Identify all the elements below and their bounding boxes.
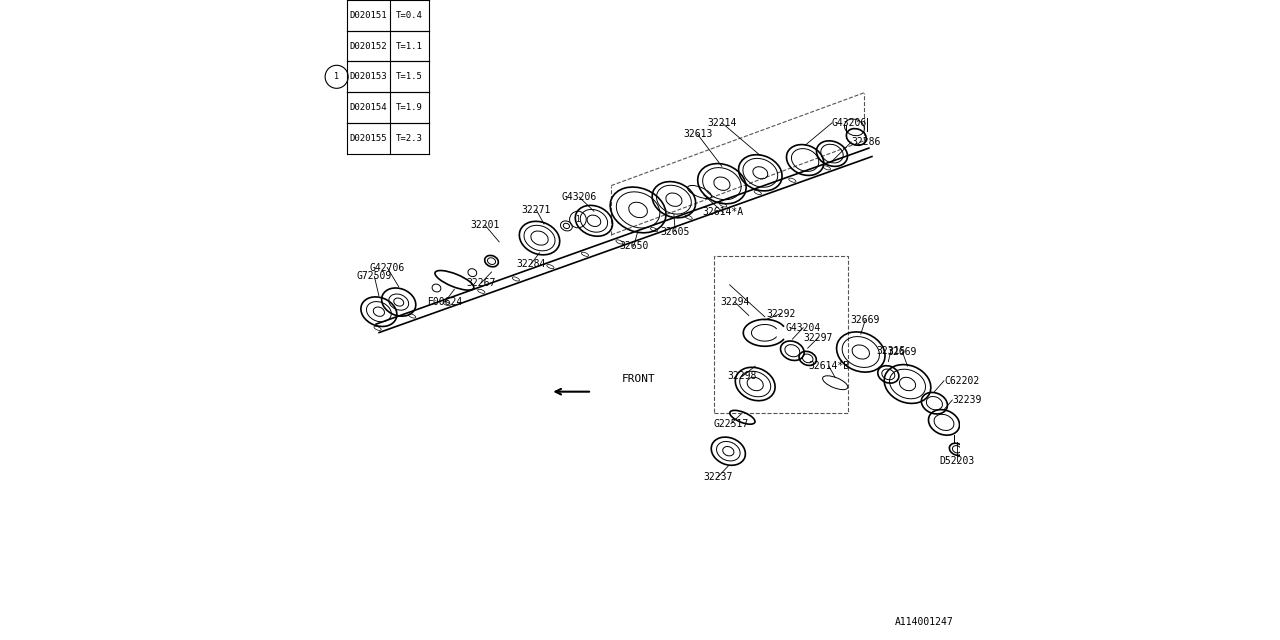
Text: 32284: 32284 [517,259,545,269]
Text: G42706: G42706 [370,262,404,273]
Text: 32613: 32613 [684,129,712,140]
Text: 32315: 32315 [877,346,905,356]
Text: 32669: 32669 [888,347,916,357]
Text: 32669: 32669 [851,315,879,325]
Text: D52203: D52203 [940,456,974,466]
Text: T=1.9: T=1.9 [397,103,422,112]
Text: 32271: 32271 [522,205,550,215]
Text: D020153: D020153 [349,72,388,81]
Text: 32294: 32294 [721,297,749,307]
Text: 32650: 32650 [620,241,648,252]
Text: 32267: 32267 [467,278,495,288]
Text: 32286: 32286 [851,137,881,147]
Text: 32614*A: 32614*A [703,207,744,218]
Text: 32214: 32214 [708,118,736,128]
Text: D020155: D020155 [349,134,388,143]
Text: E00624: E00624 [428,297,462,307]
Text: 32297: 32297 [804,333,832,343]
Text: 32605: 32605 [660,227,690,237]
Text: G43204: G43204 [786,323,820,333]
Text: 32201: 32201 [471,220,499,230]
Text: 1: 1 [334,72,339,81]
Text: D020151: D020151 [349,11,388,20]
Text: 32239: 32239 [952,395,982,405]
Text: T=0.4: T=0.4 [397,11,422,20]
Text: 1: 1 [576,215,580,224]
Text: T=2.3: T=2.3 [397,134,422,143]
Text: 32614*B: 32614*B [808,361,850,371]
Text: G72509: G72509 [357,271,392,282]
Text: FRONT: FRONT [622,374,655,384]
Text: T=1.5: T=1.5 [397,72,422,81]
Text: A114001247: A114001247 [895,617,954,627]
Text: D020154: D020154 [349,103,388,112]
Text: G22517: G22517 [713,419,749,429]
Text: G43206: G43206 [562,192,596,202]
Text: T=1.1: T=1.1 [397,42,422,51]
Text: G43206: G43206 [832,118,868,128]
Text: 32237: 32237 [704,472,732,482]
Text: D020152: D020152 [349,42,388,51]
Text: 32298: 32298 [728,371,756,381]
Bar [714,256,849,413]
Text: C62202: C62202 [945,376,979,386]
Text: 32292: 32292 [767,308,795,319]
